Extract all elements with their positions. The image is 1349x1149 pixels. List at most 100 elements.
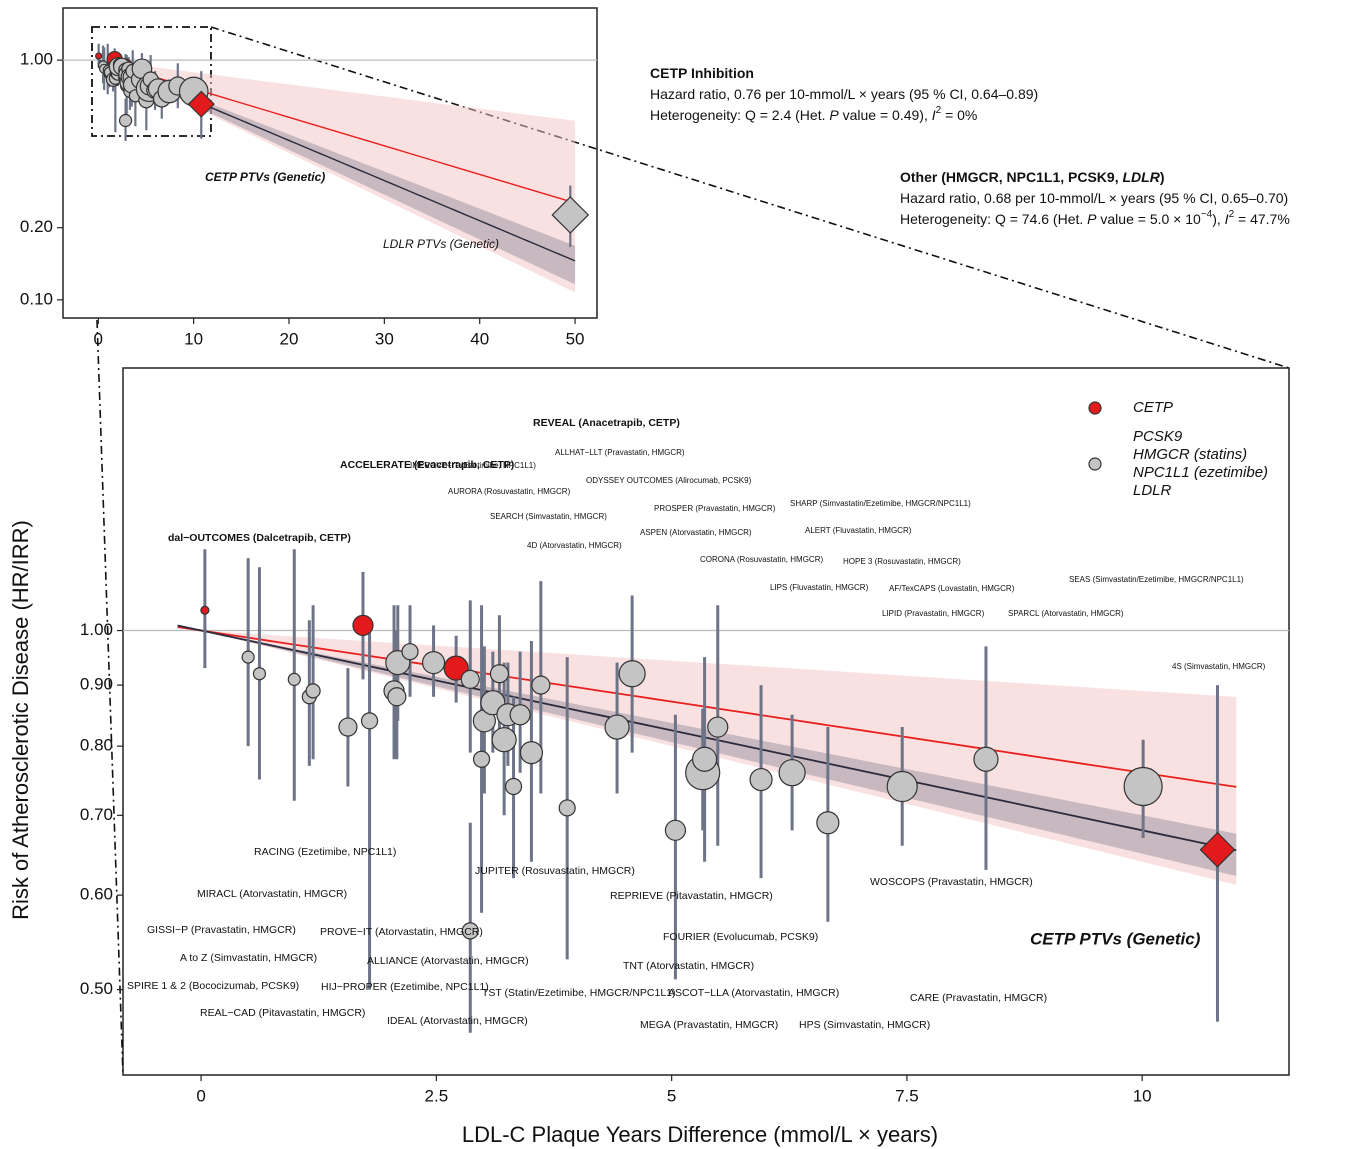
x-tick-label: 10 bbox=[184, 329, 203, 348]
text-part: −4 bbox=[1201, 209, 1213, 220]
trial-label: LIPS (Fluvastatin, HMGCR) bbox=[770, 583, 869, 592]
trial-label: IDEAL (Atorvastatin, HMGCR) bbox=[387, 1015, 528, 1027]
y-tick-label: 0.50 bbox=[80, 979, 113, 998]
x-tick-label: 10 bbox=[1133, 1086, 1152, 1105]
text-part: value = 5.0 × 10 bbox=[1097, 211, 1202, 227]
x-tick-label: 30 bbox=[375, 329, 394, 348]
text-part: LDLR bbox=[1122, 169, 1160, 185]
point bbox=[1199, 831, 1236, 868]
text-part: P bbox=[829, 107, 839, 123]
point bbox=[200, 605, 210, 615]
trial-label: AURORA (Rosuvastatin, HMGCR) bbox=[448, 487, 571, 496]
point bbox=[778, 759, 806, 787]
fit-band bbox=[177, 624, 1237, 877]
trial-label: ACCELERATE (Evacetrapib, CETP) bbox=[340, 459, 514, 471]
trial-label: A to Z (Simvastatin, HMGCR) bbox=[180, 952, 317, 964]
point bbox=[504, 777, 523, 796]
text-part: Heterogeneity: Q = 74.6 (Het. bbox=[900, 211, 1087, 227]
point bbox=[252, 667, 267, 681]
legend-marker bbox=[1088, 457, 1102, 471]
y-tick-label: 1.00 bbox=[20, 50, 53, 69]
text-part: 2 bbox=[1229, 209, 1235, 220]
point bbox=[558, 799, 576, 817]
trial-label: REAL−CAD (Pitavastatin, HMGCR) bbox=[200, 1007, 365, 1019]
annotation-line: CETP Inhibition bbox=[650, 65, 754, 81]
legend-label: LDLR bbox=[1133, 482, 1172, 499]
text-part: I bbox=[1225, 211, 1229, 227]
trial-label: TST (Statin/Ezetimibe, HMGCR/NPC1L1) bbox=[482, 987, 676, 999]
point bbox=[472, 750, 491, 768]
point bbox=[531, 675, 551, 695]
point bbox=[886, 770, 918, 803]
point bbox=[460, 669, 480, 689]
trial-label: ASPEN (Atorvastatin, HMGCR) bbox=[640, 528, 752, 537]
series-label: CETP PTVs (Genetic) bbox=[1030, 929, 1201, 948]
trial-label: FOURIER (Evolucumab, PCSK9) bbox=[663, 931, 818, 943]
text-part: Hazard ratio, 0.68 per 10-mmol/L × years… bbox=[900, 190, 1288, 206]
trial-label: CORONA (Rosuvastatin, HMGCR) bbox=[700, 555, 823, 564]
point bbox=[338, 717, 358, 737]
text-part: Hazard ratio, 0.76 per 10-mmol/L × years… bbox=[650, 86, 1038, 102]
trial-label: AF/TexCAPS (Lovastatin, HMGCR) bbox=[889, 584, 1015, 593]
text-part: value = 0.49), bbox=[839, 107, 932, 123]
trial-label: CARE (Pravastatin, HMGCR) bbox=[910, 992, 1047, 1004]
y-tick-label: 0.20 bbox=[20, 217, 53, 236]
zoom-box bbox=[91, 26, 212, 137]
fit-line bbox=[177, 626, 1237, 788]
point bbox=[749, 767, 773, 792]
point bbox=[509, 704, 531, 726]
trial-label: SEAS (Simvastatin/Ezetimibe, HMGCR/NPC1L… bbox=[1069, 575, 1244, 584]
point bbox=[618, 660, 646, 688]
point bbox=[816, 811, 840, 835]
fit-band bbox=[177, 624, 1237, 885]
point bbox=[443, 655, 469, 681]
point bbox=[489, 664, 510, 684]
trial-label: IMPROVE−IT (Ezetimibe, NPC1L1) bbox=[410, 461, 536, 470]
point bbox=[401, 643, 419, 661]
y-tick-label: 0.90 bbox=[80, 675, 113, 694]
zoom-connector bbox=[96, 319, 124, 1076]
x-tick-label: 20 bbox=[280, 329, 299, 348]
point bbox=[118, 113, 133, 128]
trial-label: 4D (Atorvastatin, HMGCR) bbox=[527, 541, 622, 550]
trial-label: ALERT (Fluvastatin, HMGCR) bbox=[805, 526, 912, 535]
text-part: = 0% bbox=[941, 107, 977, 123]
point bbox=[187, 90, 215, 118]
text-part: CETP Inhibition bbox=[650, 65, 754, 81]
legend-label: HMGCR (statins) bbox=[1133, 446, 1247, 463]
point bbox=[95, 52, 103, 60]
trial-label: dal−OUTCOMES (Dalcetrapib, CETP) bbox=[168, 532, 351, 544]
trial-label: HOPE 3 (Rosuvastatin, HMGCR) bbox=[843, 557, 961, 566]
annotation-line: Hazard ratio, 0.68 per 10-mmol/L × years… bbox=[900, 190, 1288, 206]
trial-label: SPIRE 1 & 2 (Bococizumab, PCSK9) bbox=[127, 980, 299, 992]
y-tick-label: 0.70 bbox=[80, 805, 113, 824]
point bbox=[287, 672, 301, 686]
text-part: ), bbox=[1212, 211, 1224, 227]
point bbox=[519, 741, 544, 765]
point bbox=[491, 727, 517, 753]
series-label: CETP PTVs (Genetic) bbox=[205, 170, 325, 184]
legend-marker bbox=[1088, 401, 1102, 415]
trial-label: SPARCL (Atorvastatin, HMGCR) bbox=[1008, 609, 1124, 618]
point bbox=[421, 650, 446, 675]
point bbox=[973, 746, 999, 772]
trial-label: WOSCOPS (Pravastatin, HMGCR) bbox=[870, 876, 1033, 888]
fit-band bbox=[98, 60, 576, 293]
point bbox=[305, 683, 321, 699]
trial-label: SHARP (Simvastatin/Ezetimibe, HMGCR/NPC1… bbox=[790, 499, 971, 508]
trial-label: SEARCH (Simvastatin, HMGCR) bbox=[490, 512, 607, 521]
x-tick-label: 7.5 bbox=[895, 1086, 919, 1105]
trial-label: HIJ−PROPER (Ezetimibe, NPC1L1) bbox=[321, 981, 489, 993]
point bbox=[461, 922, 479, 940]
trial-label: REPRIEVE (Pitavastatin, HMGCR) bbox=[610, 890, 773, 902]
legend-label: PCSK9 bbox=[1133, 428, 1183, 445]
point bbox=[360, 712, 379, 730]
trial-label: HPS (Simvastatin, HMGCR) bbox=[799, 1019, 930, 1031]
trial-label: ALLIANCE (Atorvastatin, HMGCR) bbox=[367, 955, 529, 967]
trial-label: MEGA (Pravastatin, HMGCR) bbox=[640, 1019, 778, 1031]
text-part: = 47.7% bbox=[1234, 211, 1290, 227]
y-tick-label: 1.00 bbox=[80, 620, 113, 639]
annotation-line: Heterogeneity: Q = 2.4 (Het. P value = 0… bbox=[650, 105, 977, 123]
